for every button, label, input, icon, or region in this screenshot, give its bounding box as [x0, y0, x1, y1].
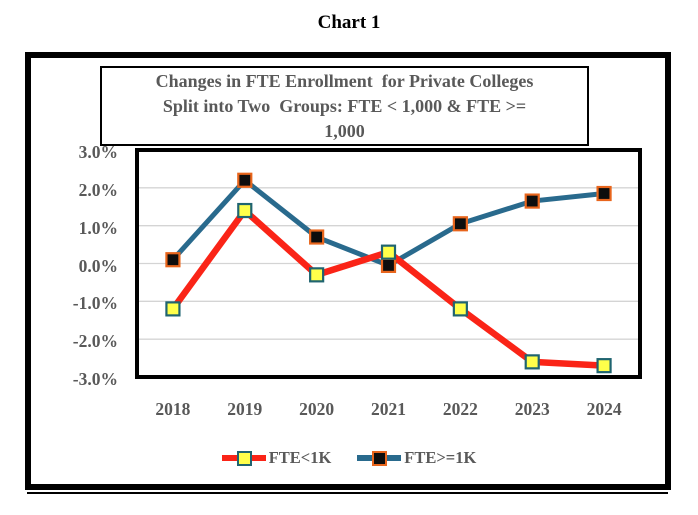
- series-marker-fte-1k: [165, 301, 181, 317]
- series-marker-fte-1k: [524, 193, 540, 209]
- series-marker-fte-1k: [237, 202, 253, 219]
- series-marker-fte-1k: [309, 229, 325, 245]
- x-axis-label: 2020: [299, 399, 335, 419]
- legend-label: FTE<1K: [268, 448, 332, 467]
- series-marker-fte-1k: [452, 301, 468, 317]
- y-axis-label: -2.0%: [72, 331, 118, 352]
- series-marker-fte-1k: [524, 354, 540, 370]
- x-axis-label: 2021: [371, 399, 406, 419]
- chart-title-line-1: Changes in FTE Enrollment for Private Co…: [155, 70, 534, 91]
- series-marker-fte-1k: [237, 172, 253, 188]
- series-marker-fte-1k: [309, 267, 325, 283]
- y-axis-label: 0.0%: [78, 255, 118, 276]
- legend-marker-sample: [372, 451, 388, 466]
- x-axis-label: 2018: [155, 399, 191, 419]
- y-axis-label: -1.0%: [72, 293, 118, 314]
- x-axis-label: 2022: [442, 399, 478, 419]
- legend-marker-icon: [221, 450, 266, 466]
- legend-item: FTE>=1K: [357, 448, 476, 468]
- series-marker-fte-1k: [380, 257, 397, 273]
- legend-marker-icon: [357, 450, 402, 466]
- series-marker-fte-1k: [596, 358, 612, 374]
- y-axis-label: 3.0%: [78, 142, 118, 162]
- series-marker-fte-1k: [596, 185, 612, 202]
- x-axis-label: 2024: [586, 399, 622, 419]
- legend-marker-sample: [236, 451, 252, 466]
- x-axis-label: 2019: [227, 399, 263, 419]
- y-axis-label: -3.0%: [72, 369, 118, 389]
- chart-title-line-3: 1,000: [324, 120, 365, 141]
- y-axis-label: 2.0%: [78, 179, 118, 200]
- page-title: Chart 1: [317, 12, 381, 33]
- plot-border: [135, 148, 642, 379]
- series-line-fte-1k: [169, 207, 608, 369]
- chart-title-line-2: Split into Two Groups: FTE < 1,000 & FTE…: [162, 95, 527, 116]
- chart-title-box: Changes in FTE Enrollment for Private Co…: [100, 66, 589, 146]
- series-marker-fte-1k: [452, 216, 468, 232]
- chart-frame-underline: [27, 492, 668, 494]
- y-axis-label: 1.0%: [78, 217, 118, 238]
- series-marker-fte-1k: [380, 244, 397, 260]
- series-marker-fte-1k: [165, 252, 181, 268]
- legend: FTE<1K FTE>=1K: [0, 446, 698, 470]
- x-axis-label: 2023: [514, 399, 550, 419]
- legend-item: FTE<1K: [221, 448, 332, 468]
- legend-label: FTE>=1K: [404, 448, 477, 467]
